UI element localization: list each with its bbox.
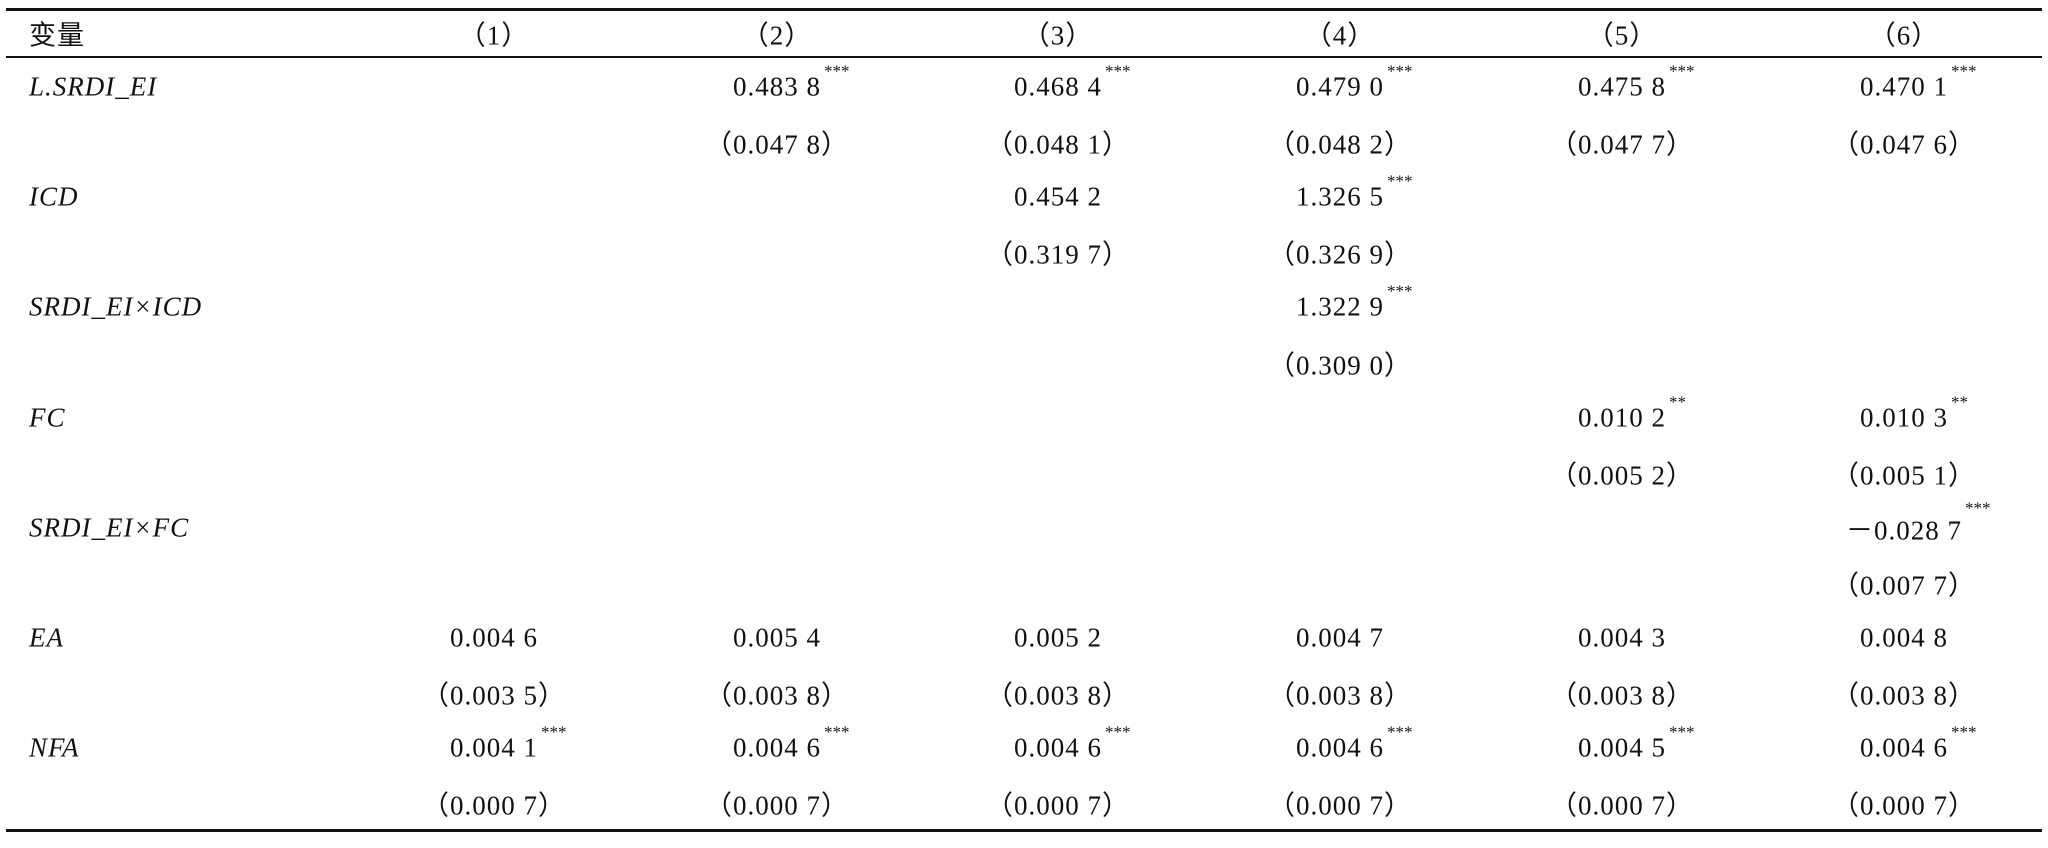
significance-stars: *** xyxy=(1951,61,1977,81)
cell-value: －0.028 7 *** xyxy=(1846,498,1991,546)
header-column: （6） xyxy=(1868,20,1940,51)
cell-value: （0.003 5） xyxy=(422,680,566,711)
cell-value: （0.047 8） xyxy=(705,129,849,160)
significance-stars: *** xyxy=(1387,61,1413,81)
row-label: SRDI_EI×FC xyxy=(29,512,190,543)
significance-stars: *** xyxy=(1669,61,1695,81)
header-column: （3） xyxy=(1022,20,1094,51)
significance-stars: ** xyxy=(1951,392,1968,412)
cell-value: 0.468 4 *** xyxy=(1014,61,1131,102)
cell-value: （0.000 7） xyxy=(1268,790,1412,821)
cell-value: （0.326 9） xyxy=(1268,239,1412,270)
cell-value: （0.000 7） xyxy=(1550,790,1694,821)
cell-value: 0.454 2 xyxy=(1014,181,1102,212)
cell-value: （0.005 1） xyxy=(1832,460,1976,491)
significance-stars: *** xyxy=(824,61,850,81)
significance-stars: ** xyxy=(1669,392,1686,412)
cell-value: 0.004 7 xyxy=(1296,622,1384,653)
header-column: （2） xyxy=(741,20,813,51)
cell-value: （0.003 8） xyxy=(705,680,849,711)
cell-value: （0.048 1） xyxy=(986,129,1130,160)
cell-value: 0.004 6 *** xyxy=(1860,722,1977,763)
cell-value: 0.004 6 *** xyxy=(733,722,850,763)
significance-stars: *** xyxy=(1965,498,1991,518)
cell-value: （0.309 0） xyxy=(1268,350,1412,380)
cell-value: 1.326 5 *** xyxy=(1296,171,1413,212)
cell-value: 0.005 2 xyxy=(1014,622,1102,653)
cell-value: 0.475 8 *** xyxy=(1578,61,1695,102)
cell-value: （0.047 6） xyxy=(1832,129,1976,160)
header-variable: 变量 xyxy=(29,20,85,51)
cell-value: （0.003 8） xyxy=(1832,680,1976,711)
cell-value: （0.000 7） xyxy=(705,790,849,821)
cell-value: （0.000 7） xyxy=(422,790,566,821)
row-label: EA xyxy=(29,622,64,653)
significance-stars: *** xyxy=(824,722,850,742)
row-label: L.SRDI_EI xyxy=(29,71,158,102)
cell-value: （0.047 7） xyxy=(1550,129,1694,160)
bottom-rule xyxy=(6,829,2042,832)
header-column: （1） xyxy=(458,20,530,51)
cell-value: 0.004 6 *** xyxy=(1014,722,1131,763)
cell-value: 0.004 3 xyxy=(1578,622,1666,653)
cell-value: 1.322 9 *** xyxy=(1296,281,1413,322)
cell-value: 0.004 1 *** xyxy=(450,722,567,763)
significance-stars: *** xyxy=(1387,281,1413,301)
significance-stars: *** xyxy=(1669,722,1695,742)
significance-stars: *** xyxy=(1105,61,1131,81)
cell-value: 0.010 3 ** xyxy=(1860,392,1968,433)
cell-value: （0.003 8） xyxy=(1268,680,1412,711)
cell-value: （0.000 7） xyxy=(986,790,1130,821)
cell-value: 0.479 0 *** xyxy=(1296,61,1413,102)
top-rule xyxy=(6,8,2042,11)
cell-value: （0.005 2） xyxy=(1550,460,1694,491)
cell-value: 0.004 8 xyxy=(1860,622,1948,653)
cell-value: 0.470 1 *** xyxy=(1860,61,1977,102)
significance-stars: *** xyxy=(541,722,567,742)
cell-value: 0.004 6 xyxy=(450,622,538,653)
cell-value: 0.483 8 *** xyxy=(733,61,850,102)
significance-stars: *** xyxy=(1951,722,1977,742)
row-label: SRDI_EI×ICD xyxy=(29,291,203,322)
cell-value: （0.003 8） xyxy=(986,680,1130,711)
cell-value: 0.004 5 *** xyxy=(1578,722,1695,763)
header-column: （5） xyxy=(1586,20,1658,51)
header-column: （4） xyxy=(1304,20,1376,51)
cell-value: （0.007 7） xyxy=(1832,570,1976,601)
header-rule xyxy=(6,56,2042,58)
row-label: NFA xyxy=(29,732,80,763)
cell-value: （0.000 7） xyxy=(1832,790,1976,821)
significance-stars: *** xyxy=(1387,722,1413,742)
cell-value: 0.004 6 *** xyxy=(1296,722,1413,763)
cell-value: （0.319 7） xyxy=(986,239,1130,270)
cell-value: 0.005 4 xyxy=(733,622,821,653)
significance-stars: *** xyxy=(1387,171,1413,191)
cell-value: （0.003 8） xyxy=(1550,680,1694,711)
row-label: ICD xyxy=(29,181,79,212)
cell-value: 0.010 2 ** xyxy=(1578,392,1686,433)
row-label: FC xyxy=(29,402,66,433)
significance-stars: *** xyxy=(1105,722,1131,742)
cell-value: （0.048 2） xyxy=(1268,129,1412,160)
